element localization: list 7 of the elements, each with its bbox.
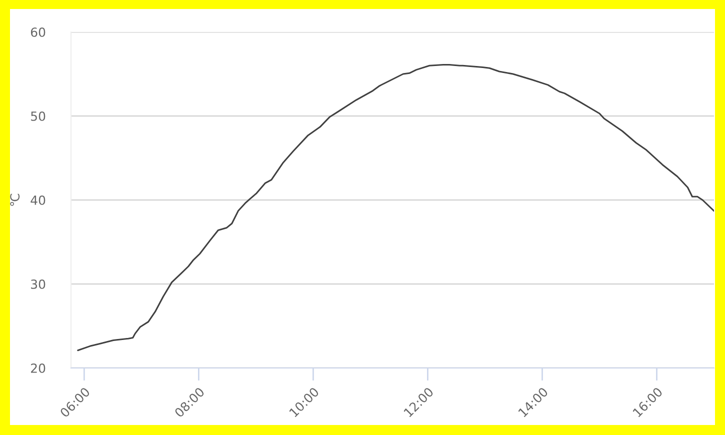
y-tick-label: 50 [31,111,46,121]
y-tick-label: 30 [31,279,46,289]
line-series [77,64,714,352]
y-axis-title: ℃ [10,194,20,206]
y-tick-label: 20 [31,363,46,373]
y-tick-label: 60 [30,27,46,37]
y-tick-label: 40 [30,195,46,205]
